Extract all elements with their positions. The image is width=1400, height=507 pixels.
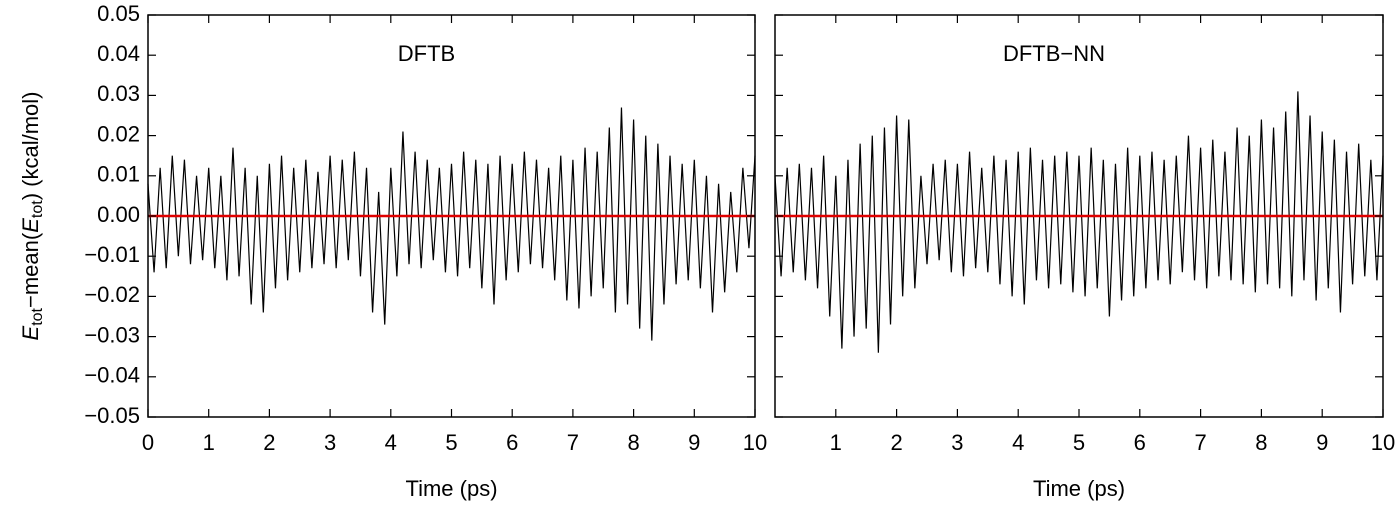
y-tick-label: 0.02	[97, 121, 140, 146]
y-tick-label: −0.01	[84, 242, 140, 267]
y-label-part: E	[18, 218, 43, 233]
x-tick-label: 6	[1134, 430, 1146, 455]
x-tick-label: 2	[263, 430, 275, 455]
x-tick-label: 7	[567, 430, 579, 455]
x-tick-label: 8	[627, 430, 639, 455]
x-tick-label: 6	[506, 430, 518, 455]
x-tick-label: 10	[1371, 430, 1395, 455]
x-tick-label: 7	[1194, 430, 1206, 455]
x-tick-label: 3	[324, 430, 336, 455]
y-label-part: tot	[29, 307, 46, 325]
x-tick-label: 10	[743, 430, 767, 455]
x-tick-label: 9	[1316, 430, 1328, 455]
x-tick-label: 4	[1012, 430, 1024, 455]
y-axis-label: Etot−mean(Etot) (kcal/mol)	[18, 92, 46, 341]
signal-line	[147, 107, 756, 341]
panel-title: DFTB−NN	[1003, 41, 1105, 66]
x-tick-label: 3	[951, 430, 963, 455]
x-tick-label: 2	[890, 430, 902, 455]
x-tick-label: 1	[203, 430, 215, 455]
x-tick-label: 1	[830, 430, 842, 455]
x-axis-label: Time (ps)	[405, 476, 497, 501]
y-tick-label: 0.00	[97, 202, 140, 227]
y-tick-label: −0.04	[84, 363, 140, 388]
y-tick-label: 0.04	[97, 41, 140, 66]
y-label-part: ) (kcal/mol)	[18, 92, 43, 201]
y-tick-label: −0.05	[84, 403, 140, 428]
x-tick-label: 4	[385, 430, 397, 455]
x-tick-label: 5	[1073, 430, 1085, 455]
y-label-part: E	[18, 325, 43, 340]
y-tick-label: −0.03	[84, 322, 140, 347]
y-tick-label: 0.05	[97, 1, 140, 26]
signal-line	[774, 91, 1384, 353]
y-label-part: −mean(	[18, 232, 43, 308]
y-tick-label: 0.01	[97, 162, 140, 187]
x-tick-label: 0	[142, 430, 154, 455]
x-tick-label: 5	[445, 430, 457, 455]
panel-title: DFTB	[398, 41, 455, 66]
x-axis-label: Time (ps)	[1033, 476, 1125, 501]
x-tick-label: 9	[688, 430, 700, 455]
y-tick-label: −0.02	[84, 282, 140, 307]
x-tick-label: 8	[1255, 430, 1267, 455]
y-tick-label: 0.03	[97, 81, 140, 106]
y-label-part: tot	[29, 200, 46, 218]
